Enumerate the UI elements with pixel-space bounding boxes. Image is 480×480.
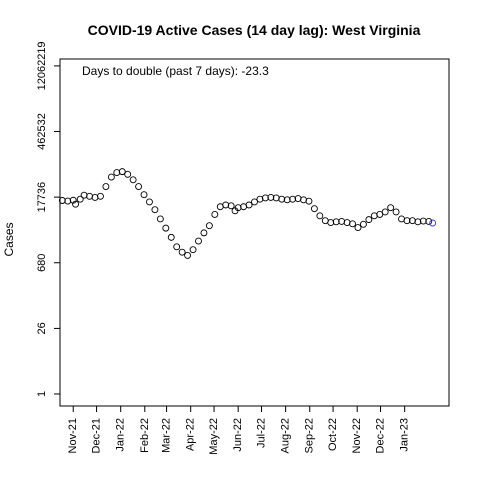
x-tick-label: Aug-22	[280, 418, 292, 453]
data-point	[140, 191, 148, 199]
data-point	[135, 183, 143, 191]
y-tick-label: 1	[36, 391, 48, 397]
data-point	[425, 217, 433, 225]
data-point	[91, 193, 99, 201]
x-tick-label: Jun-22	[232, 418, 244, 452]
data-point	[359, 220, 367, 228]
x-tick-label: Dec-21	[91, 418, 103, 453]
x-tick-label: Jan-23	[399, 418, 411, 452]
data-point	[211, 210, 219, 218]
data-point	[151, 206, 159, 214]
data-point	[107, 173, 115, 181]
data-point	[72, 200, 80, 208]
data-point	[124, 170, 132, 178]
data-points	[58, 168, 437, 259]
data-point	[227, 202, 235, 210]
data-point	[69, 196, 77, 204]
x-tick-label: May-22	[208, 418, 220, 455]
data-point	[58, 197, 66, 204]
x-axis: Nov-21 Dec-21 Jan-22 Feb-22 Mar-22 Apr-22 May-…	[67, 405, 411, 455]
x-tick-label: Feb-22	[139, 418, 151, 453]
data-point	[76, 195, 84, 203]
data-point	[365, 216, 373, 224]
x-tick-label: Oct-22	[327, 418, 339, 451]
data-point	[205, 222, 213, 230]
x-tick-label: Jan-22	[115, 418, 127, 452]
data-point	[195, 237, 202, 245]
y-axis-label: Cases	[2, 222, 16, 256]
data-point	[387, 204, 395, 212]
data-point	[305, 197, 313, 205]
data-point	[129, 176, 137, 184]
data-point	[414, 218, 422, 226]
data-point	[289, 195, 297, 203]
plot-frame	[59, 58, 450, 407]
x-tick-label: Apr-22	[185, 418, 197, 451]
y-tick-label: 12062219	[36, 41, 48, 90]
data-point	[261, 194, 269, 202]
x-tick-label: Nov-22	[351, 418, 363, 453]
data-point	[222, 201, 230, 209]
data-point	[332, 218, 340, 226]
chart-title: COVID-19 Active Cases (14 day lag): West…	[88, 22, 421, 38]
data-point	[354, 224, 362, 232]
data-point	[156, 215, 164, 223]
y-tick-label: 26	[36, 322, 48, 334]
data-point	[283, 196, 291, 204]
data-point	[80, 191, 88, 199]
data-point	[381, 208, 389, 216]
data-point	[184, 251, 192, 259]
data-point	[64, 197, 72, 205]
data-point	[86, 192, 94, 200]
x-tick-label: Nov-21	[67, 418, 79, 453]
y-tick-label: 17736	[36, 182, 48, 213]
data-point	[251, 198, 258, 206]
y-axis: 1 26 680 17736 462532 12062219	[36, 41, 61, 397]
data-point	[403, 217, 411, 225]
data-point	[327, 219, 335, 227]
data-point	[118, 168, 126, 176]
data-point	[167, 233, 175, 241]
data-point	[376, 210, 384, 218]
data-point	[349, 220, 356, 228]
data-point	[429, 219, 437, 227]
data-point	[343, 219, 351, 227]
x-tick-label: Jul-22	[256, 418, 268, 448]
data-point	[113, 169, 121, 177]
data-point	[173, 243, 181, 251]
x-tick-label: Sep-22	[304, 418, 316, 453]
data-point	[419, 217, 427, 225]
data-point	[278, 195, 286, 203]
data-point	[97, 192, 104, 200]
data-point	[162, 224, 170, 232]
data-point	[267, 193, 275, 201]
data-point	[189, 246, 197, 254]
data-point	[256, 195, 264, 203]
data-point	[102, 183, 110, 191]
data-point	[245, 201, 253, 209]
y-tick-label: 462532	[36, 113, 48, 150]
data-point	[146, 198, 153, 206]
doubling-annotation: Days to double (past 7 days): -23.3	[82, 64, 269, 78]
data-point	[178, 248, 186, 256]
data-point	[310, 205, 318, 213]
data-point	[200, 229, 208, 237]
data-point	[392, 208, 400, 216]
data-point	[316, 212, 324, 220]
y-tick-label: 680	[36, 254, 48, 272]
x-tick-label: Mar-22	[161, 418, 173, 453]
x-tick-label: Dec-22	[375, 418, 387, 453]
